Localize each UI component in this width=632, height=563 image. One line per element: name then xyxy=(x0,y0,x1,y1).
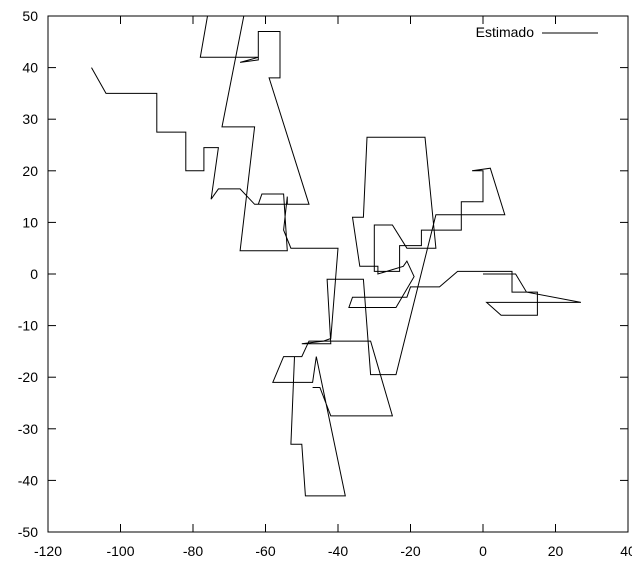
x-tick-label: -80 xyxy=(183,543,203,559)
y-tick-label: 30 xyxy=(22,111,38,127)
series-line-2 xyxy=(272,340,394,497)
x-tick-label: 20 xyxy=(548,543,564,559)
x-tick-label: -40 xyxy=(328,543,348,559)
x-tick-label: 40 xyxy=(620,543,632,559)
x-tick-label: -120 xyxy=(34,543,62,559)
y-tick-label: 20 xyxy=(22,163,38,179)
x-tick-label: -100 xyxy=(106,543,134,559)
legend: Estimado xyxy=(476,24,598,40)
y-tick-label: -50 xyxy=(18,524,38,540)
y-tick-label: 10 xyxy=(22,214,38,230)
x-tick-label: -60 xyxy=(255,543,275,559)
y-tick-label: 40 xyxy=(22,60,38,76)
y-tick-label: -20 xyxy=(18,369,38,385)
x-tick-label: 0 xyxy=(479,543,487,559)
y-tick-label: -30 xyxy=(18,421,38,437)
y-tick-label: 0 xyxy=(30,266,38,282)
series-group xyxy=(91,15,581,497)
axis-ticks xyxy=(47,15,629,533)
y-tick-label: -10 xyxy=(18,318,38,334)
legend-label: Estimado xyxy=(476,24,535,40)
series-line-1 xyxy=(91,15,581,376)
y-tick-label: 50 xyxy=(22,8,38,24)
y-tick-label: -40 xyxy=(18,472,38,488)
y-tick-labels: -50 -40 -30 -20 -10 0 10 20 30 40 50 xyxy=(18,8,38,540)
x-tick-labels: -120 -100 -80 -60 -40 -20 0 20 40 xyxy=(34,543,632,559)
x-tick-label: -20 xyxy=(400,543,420,559)
